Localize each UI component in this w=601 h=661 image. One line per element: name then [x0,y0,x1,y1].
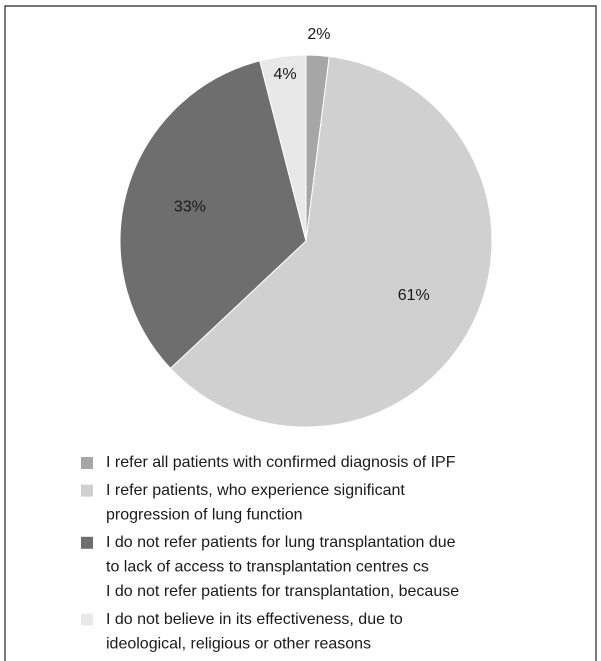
legend-label: to lack of access to transplantation cen… [106,559,429,576]
legend-label: I do not refer patients for transplantat… [106,583,459,600]
legend-label: I refer all patients with confirmed diag… [106,454,456,471]
pie-slice [119,60,307,370]
legend-label: I do not believe in its effectiveness, d… [106,611,403,628]
legend-label: progression of lung function [106,506,303,523]
legend-label: I do not refer patients for lung transpl… [106,534,456,551]
legend-label: ideological, religious or other reasons [106,635,371,652]
pie-slice [259,54,307,242]
data-label: 2% [307,26,330,43]
data-label: 4% [273,66,296,83]
legend-label: I refer patients, who experience signifi… [106,482,405,499]
legend-swatch [81,536,93,549]
frame [4,5,597,661]
legend-swatch [81,613,93,626]
legend-swatch [81,457,93,469]
pie-slice [169,55,493,428]
legend-swatch [81,484,93,497]
data-label: 61% [398,287,430,304]
data-label: 33% [174,198,206,215]
